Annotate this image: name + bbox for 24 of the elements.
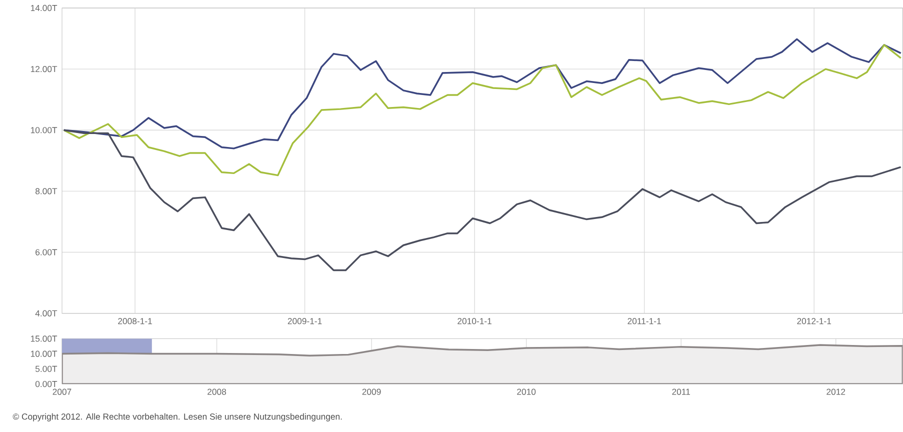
x-tick-label: 2008	[208, 388, 226, 395]
x-tick-label: 2009	[362, 388, 381, 395]
y-tick-label: 12.00T	[30, 66, 58, 72]
x-tick-label: 2007	[52, 388, 72, 395]
y-tick-label: 15.00T	[30, 336, 58, 342]
y-tick-label: 6.00T	[36, 249, 58, 256]
line-series	[62, 44, 902, 176]
x-tick-label: 2012	[826, 388, 846, 395]
y-tick-label: 4.00T	[35, 310, 58, 316]
y-tick-label: 14.00T	[30, 4, 58, 12]
x-tick-label: 2010	[517, 388, 536, 395]
x-tick-label: 2012-1-1	[797, 318, 831, 324]
y-tick-label: 0.00T	[35, 380, 58, 388]
x-tick-label: 2008-1-1	[118, 318, 152, 324]
x-tick-label: 2009-1-1	[288, 318, 322, 324]
line-series	[62, 129, 902, 272]
y-tick-label: 5.00T	[35, 366, 58, 372]
x-tick-label: 2011	[672, 388, 690, 395]
text: © Copyright 2012. Alle Rechte vorbehalten. Lesen Sie unsere Nutzungsbedingungen.	[12, 413, 342, 422]
y-tick-label: 8.00T	[36, 188, 58, 194]
y-tick-label: 10.00T	[30, 127, 58, 134]
y-tick-label: 10.00T	[30, 350, 58, 357]
x-tick-label: 2010-1-1	[458, 318, 492, 324]
x-tick-label: 2011-1-1	[628, 318, 661, 324]
